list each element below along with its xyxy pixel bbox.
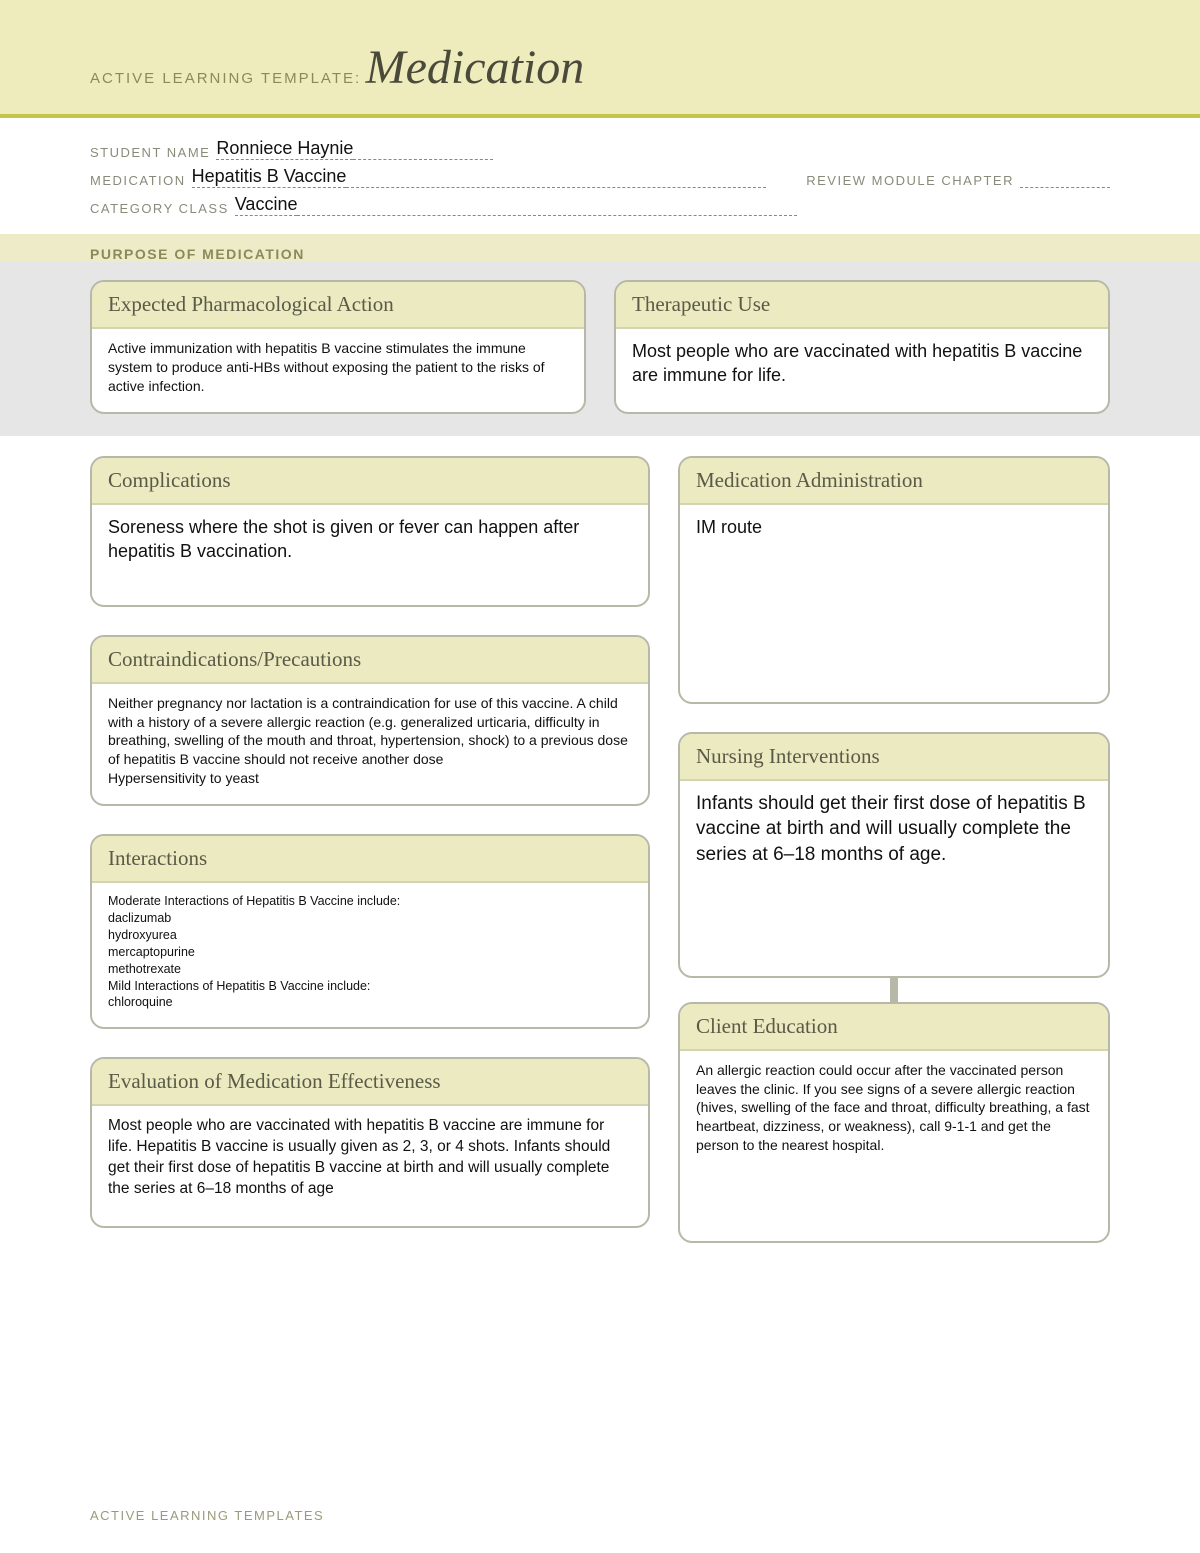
spacer [678, 704, 1110, 732]
student-name-value: Ronniece Haynie [216, 138, 353, 160]
purpose-section: PURPOSE OF MEDICATION Expected Pharmacol… [0, 234, 1200, 436]
card-body: An allergic reaction could occur after t… [680, 1051, 1108, 1241]
card-title: Contraindications/Precautions [92, 637, 648, 684]
review-module-label: REVIEW MODULE CHAPTER [806, 173, 1014, 188]
card-body: Active immunization with hepatitis B vac… [92, 329, 584, 412]
card-therapeutic-use: Therapeutic Use Most people who are vacc… [614, 280, 1110, 414]
card-title: Medication Administration [680, 458, 1108, 505]
card-body: Infants should get their first dose of h… [680, 781, 1108, 976]
card-body: Most people who are vaccinated with hepa… [616, 329, 1108, 405]
category-class-value: Vaccine [235, 194, 298, 216]
medication-label: MEDICATION [90, 173, 186, 188]
student-name-label: STUDENT NAME [90, 145, 210, 160]
card-contraindications: Contraindications/Precautions Neither pr… [90, 635, 650, 806]
underline [297, 215, 797, 216]
card-body: Most people who are vaccinated with hepa… [92, 1106, 648, 1226]
card-evaluation: Evaluation of Medication Effectiveness M… [90, 1057, 650, 1228]
meta-row-category: CATEGORY CLASS Vaccine [90, 194, 1110, 216]
card-body: Moderate Interactions of Hepatitis B Vac… [92, 883, 648, 1027]
header-title: Medication [366, 41, 585, 94]
card-body: IM route [680, 505, 1108, 695]
card-complications: Complications Soreness where the shot is… [90, 456, 650, 607]
header-band: ACTIVE LEARNING TEMPLATE: Medication [0, 0, 1200, 118]
content-area: Complications Soreness where the shot is… [0, 436, 1200, 1243]
card-title: Client Education [680, 1004, 1108, 1051]
card-title: Therapeutic Use [616, 282, 1108, 329]
card-medication-administration: Medication Administration IM route [678, 456, 1110, 704]
medication-value: Hepatitis B Vaccine [192, 166, 347, 188]
connector-line [890, 978, 898, 1002]
meta-row-medication: MEDICATION Hepatitis B Vaccine REVIEW MO… [90, 166, 1110, 188]
card-title: Interactions [92, 836, 648, 883]
meta-row-student: STUDENT NAME Ronniece Haynie [90, 138, 1110, 160]
card-title: Complications [92, 458, 648, 505]
category-class-label: CATEGORY CLASS [90, 201, 229, 216]
card-body-text: Neither pregnancy nor lactation is a con… [108, 694, 632, 788]
card-nursing-interventions: Nursing Interventions Infants should get… [678, 732, 1110, 978]
card-pharmacological-action: Expected Pharmacological Action Active i… [90, 280, 586, 414]
card-title: Nursing Interventions [680, 734, 1108, 781]
column-left: Complications Soreness where the shot is… [90, 456, 650, 1243]
underline [1020, 187, 1110, 188]
meta-block: STUDENT NAME Ronniece Haynie MEDICATION … [0, 118, 1200, 234]
card-body-text: Moderate Interactions of Hepatitis B Vac… [108, 893, 632, 1011]
purpose-section-title: PURPOSE OF MEDICATION [90, 246, 1110, 262]
card-title: Evaluation of Medication Effectiveness [92, 1059, 648, 1106]
column-right: Medication Administration IM route Nursi… [678, 456, 1110, 1243]
underline [353, 159, 493, 160]
card-client-education: Client Education An allergic reaction co… [678, 1002, 1110, 1243]
card-title: Expected Pharmacological Action [92, 282, 584, 329]
card-body: Soreness where the shot is given or feve… [92, 505, 648, 605]
card-interactions: Interactions Moderate Interactions of He… [90, 834, 650, 1029]
footer-text: ACTIVE LEARNING TEMPLATES [90, 1508, 324, 1523]
header-prefix: ACTIVE LEARNING TEMPLATE: [90, 70, 361, 87]
underline [346, 187, 766, 188]
card-body: Neither pregnancy nor lactation is a con… [92, 684, 648, 804]
